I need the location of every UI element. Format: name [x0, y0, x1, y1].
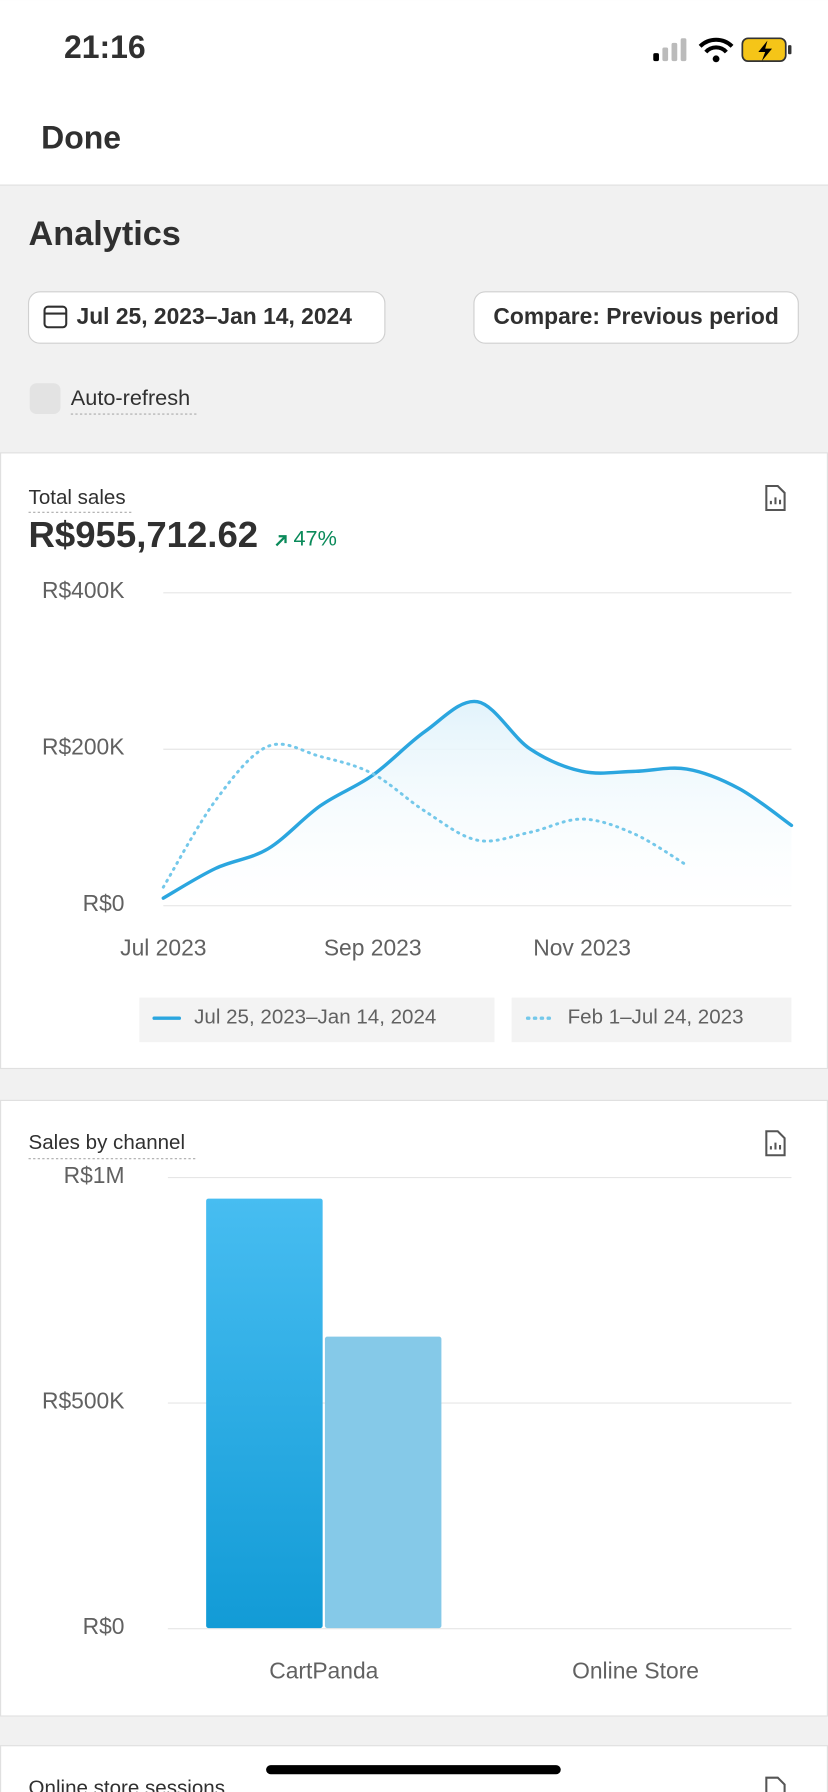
compare-label[interactable]: Compare: Previous period [493, 303, 778, 329]
chart-title: Total sales [29, 486, 126, 509]
total-value: R$955,712.62 [29, 514, 259, 555]
export-icon[interactable] [765, 1130, 786, 1157]
date-button[interactable] [27, 291, 386, 344]
y-tick-label: R$1M [64, 1162, 125, 1188]
bar [324, 1336, 442, 1629]
export-icon[interactable] [765, 484, 786, 512]
compare-button[interactable] [473, 291, 799, 344]
home-indicator [266, 1765, 561, 1775]
page-title: Analytics [29, 215, 181, 253]
y-tick-label: R$200K [42, 734, 125, 760]
x-tick-label: Online Store [572, 1658, 699, 1684]
auto-refresh-label[interactable]: Auto-refresh [71, 385, 190, 410]
section-title: Online store sessions [29, 1777, 225, 1792]
x-tick-label: Sep 2023 [324, 935, 422, 961]
bar [206, 1198, 323, 1629]
export-icon[interactable] [765, 1776, 786, 1792]
checkbox[interactable] [29, 383, 61, 415]
up-arrow [275, 535, 287, 547]
x-tick-label: Nov 2023 [533, 935, 631, 961]
chart-title: Sales by channel [29, 1131, 185, 1154]
legend-label[interactable]: Feb 1–Jul 24, 2023 [568, 1006, 744, 1029]
x-tick-label: Jul 2023 [120, 935, 206, 961]
status-time: 21:16 [64, 29, 146, 65]
status-icons [653, 37, 792, 63]
y-tick-label: R$0 [83, 1613, 125, 1639]
calendar-icon [43, 305, 68, 329]
legend-item[interactable] [139, 997, 495, 1043]
line [161, 699, 794, 900]
line [161, 742, 689, 889]
top-bar [0, 0, 828, 185]
x-tick-label: CartPanda [269, 1658, 378, 1684]
y-tick-label: R$400K [42, 577, 125, 603]
y-tick-label: R$500K [42, 1388, 125, 1414]
done-button[interactable]: Done [41, 119, 121, 155]
legend-label[interactable]: Jul 25, 2023–Jan 14, 2024 [194, 1006, 436, 1029]
change-value: 47% [294, 525, 337, 550]
legend-item[interactable] [511, 997, 792, 1043]
y-tick-label: R$0 [83, 890, 125, 916]
area [163, 701, 792, 906]
date-range[interactable]: Jul 25, 2023–Jan 14, 2024 [77, 303, 353, 329]
